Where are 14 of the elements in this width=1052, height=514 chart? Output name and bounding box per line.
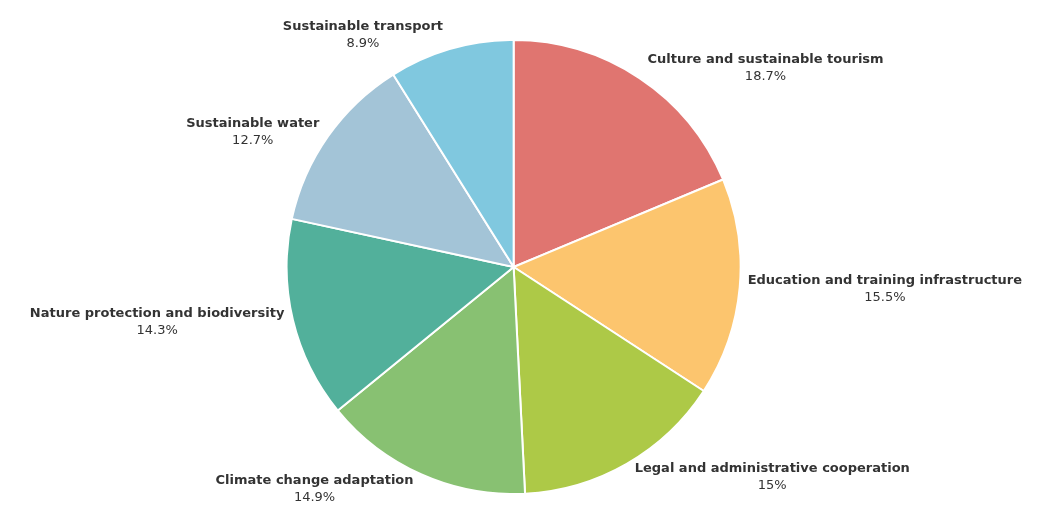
- data-label: 15%: [757, 476, 787, 492]
- data-label: 15.5%: [864, 288, 906, 304]
- data-label: 12.7%: [232, 132, 274, 148]
- slice-label: Legal and administrative cooperation: [634, 459, 910, 475]
- data-label: 14.3%: [136, 321, 178, 337]
- slice-label: Culture and sustainable tourism: [647, 51, 884, 67]
- slice-label: Climate change adaptation: [215, 471, 414, 487]
- slice-label: Education and training infrastructure: [747, 271, 1023, 287]
- data-label: 14.9%: [293, 488, 336, 504]
- slice-label: Nature protection and biodiversity: [29, 304, 285, 320]
- data-label: 8.9%: [346, 35, 380, 51]
- slice-label: Sustainable transport: [282, 18, 444, 34]
- data-label: 18.7%: [744, 67, 787, 83]
- slice-label: Sustainable water: [186, 115, 320, 131]
